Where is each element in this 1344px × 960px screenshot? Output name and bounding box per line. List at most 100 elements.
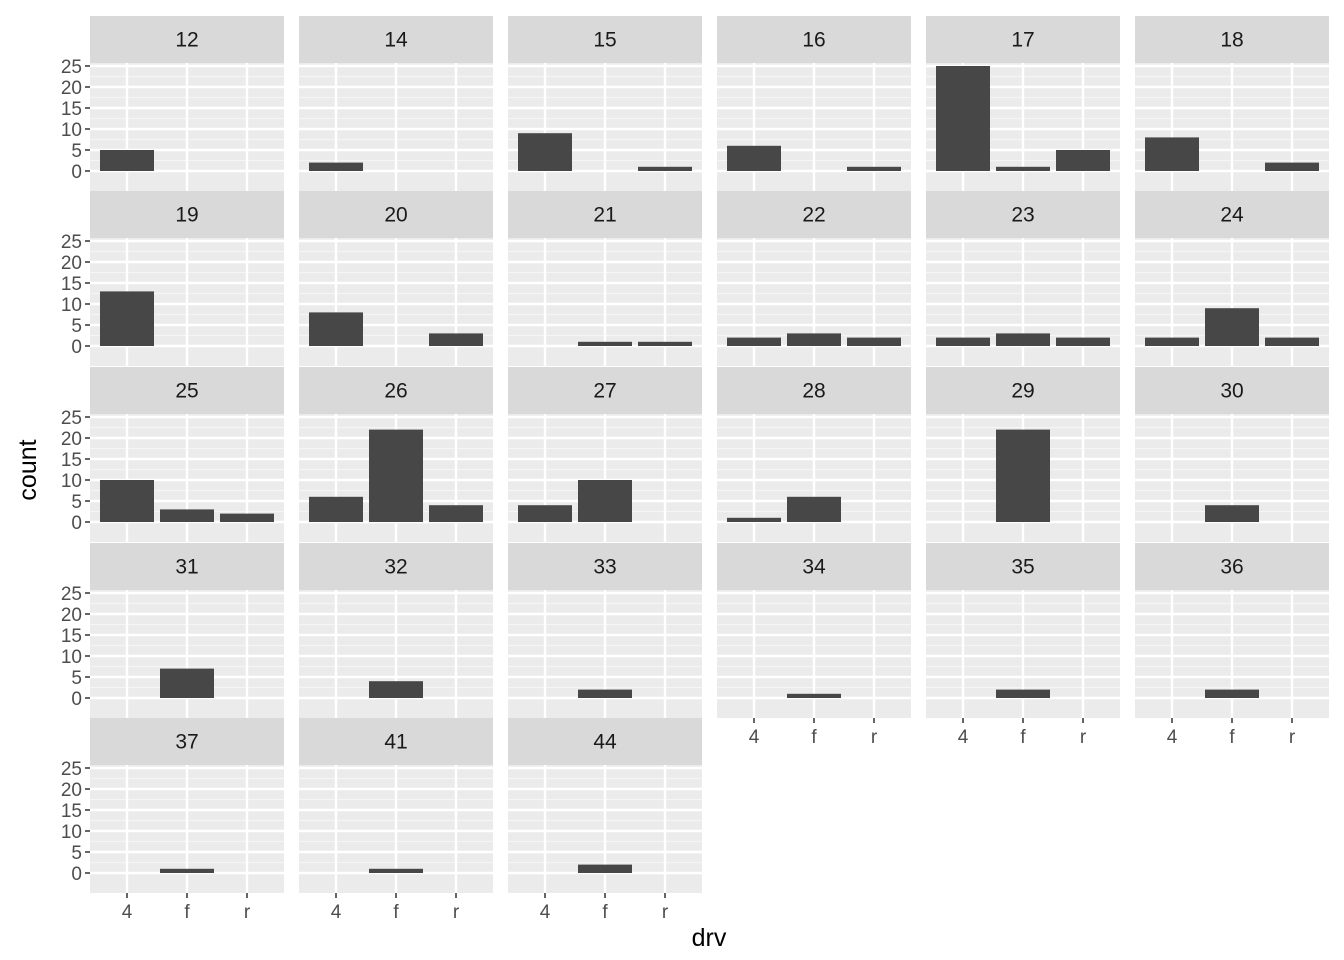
facet-panel: 26	[299, 367, 493, 542]
facet-strip	[90, 543, 284, 590]
bar-r	[220, 513, 274, 522]
facet-strip	[508, 543, 702, 590]
facet-strip	[90, 367, 284, 414]
bar-f	[996, 333, 1050, 346]
bar-4	[936, 337, 990, 346]
y-tick-label: 10	[61, 120, 82, 141]
facet-panel: 15	[508, 16, 702, 191]
x-tick-label: r	[244, 902, 251, 923]
facet-strip-label: 23	[1011, 204, 1034, 227]
facet-strip-label: 28	[802, 380, 825, 403]
facet-strip-label: 41	[384, 731, 407, 754]
bar-4	[1145, 337, 1199, 346]
bar-f	[160, 509, 214, 522]
facet-strip	[90, 16, 284, 63]
bar-f	[578, 689, 632, 698]
y-tick-label: 5	[71, 141, 82, 162]
y-tick-label: 25	[61, 584, 82, 605]
bar-4	[1145, 137, 1199, 171]
y-tick-label: 0	[71, 513, 82, 534]
x-tick-label: 4	[958, 727, 969, 748]
bar-4	[518, 505, 572, 522]
facet-panel: 27	[508, 367, 702, 542]
bar-r	[1056, 150, 1110, 171]
bar-4	[727, 337, 781, 346]
bar-4	[309, 162, 363, 171]
facet-strip	[717, 191, 911, 238]
facet-strip	[299, 543, 493, 590]
x-tick-label: f	[184, 902, 190, 923]
y-tick-label: 10	[61, 647, 82, 668]
y-tick-label: 20	[61, 780, 82, 801]
facet-strip	[926, 367, 1120, 414]
x-tick-label: r	[453, 902, 460, 923]
x-tick-label: f	[1229, 727, 1235, 748]
y-tick-label: 5	[71, 492, 82, 513]
facet-panel: 16	[717, 16, 911, 191]
y-tick-label: 10	[61, 471, 82, 492]
facet-strip	[926, 191, 1120, 238]
facet-strip	[299, 191, 493, 238]
facet-strip	[508, 191, 702, 238]
facet-strip	[299, 367, 493, 414]
facet-strip-label: 35	[1011, 556, 1034, 579]
bar-r	[1265, 162, 1319, 171]
y-tick-label: 25	[61, 57, 82, 78]
bar-f	[996, 689, 1050, 698]
facet-strip	[717, 16, 911, 63]
facet-strip-label: 12	[175, 29, 198, 52]
bar-4	[309, 496, 363, 522]
x-axis-title: drv	[692, 924, 727, 952]
facet-panel: 17	[926, 16, 1120, 191]
bar-f	[369, 868, 423, 873]
y-tick-label: 10	[61, 295, 82, 316]
y-tick-label: 20	[61, 253, 82, 274]
bar-f	[578, 864, 632, 873]
facet-panel: 20	[299, 191, 493, 366]
facet-panel: 34 4 f r	[717, 543, 911, 748]
y-tick-label: 5	[71, 843, 82, 864]
y-tick-label: 25	[61, 408, 82, 429]
facet-strip-label: 34	[802, 556, 826, 579]
y-tick-label: 15	[61, 274, 82, 295]
facet-strip-label: 20	[384, 204, 407, 227]
facet-panel: 14	[299, 16, 493, 191]
x-tick-label: f	[393, 902, 399, 923]
facet-strip-label: 33	[593, 556, 616, 579]
x-tick-label: 4	[331, 902, 342, 923]
bar-f	[1205, 308, 1259, 346]
y-axis-title: count	[14, 439, 42, 500]
bar-4	[518, 133, 572, 171]
facet-panel: 24	[1135, 191, 1329, 366]
facet-panel: 29	[926, 367, 1120, 542]
facet-strip	[508, 367, 702, 414]
facet-panel: 23	[926, 191, 1120, 366]
facet-panel: 444 f r	[508, 718, 702, 923]
bar-r	[638, 166, 692, 171]
bar-f	[996, 166, 1050, 171]
y-tick-label: 20	[61, 78, 82, 99]
facet-panel: 30	[1135, 367, 1329, 542]
y-tick-label: 25	[61, 759, 82, 780]
y-tick-label: 20	[61, 429, 82, 450]
facet-strip-label: 29	[1011, 380, 1034, 403]
y-tick-label: 15	[61, 801, 82, 822]
facet-strip-label: 31	[175, 556, 198, 579]
facet-strip-label: 25	[175, 380, 198, 403]
facet-strip	[90, 191, 284, 238]
y-tick-label: 15	[61, 450, 82, 471]
bar-r	[638, 341, 692, 346]
x-tick-label: f	[1020, 727, 1026, 748]
y-tick-label: 15	[61, 626, 82, 647]
y-tick-label: 0	[71, 864, 82, 885]
facet-panel: 32	[299, 543, 493, 718]
bar-f	[996, 429, 1050, 522]
y-tick-label: 20	[61, 605, 82, 626]
facet-panel: 28	[717, 367, 911, 542]
bar-4	[100, 480, 154, 522]
bar-r	[429, 333, 483, 346]
x-tick-label: r	[662, 902, 669, 923]
